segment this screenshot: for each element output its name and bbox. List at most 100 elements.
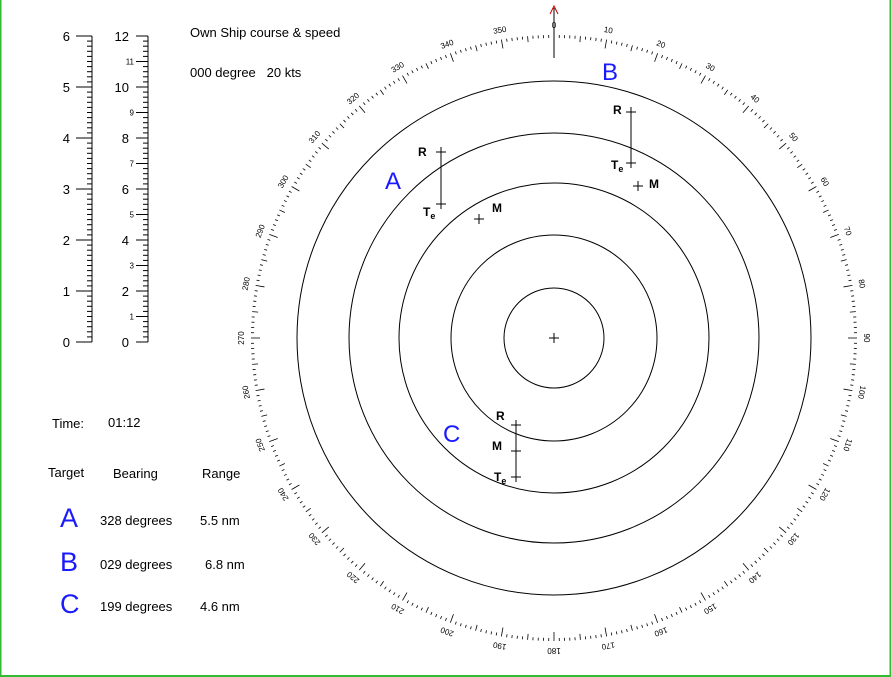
bearing-label: 310 [307, 129, 323, 145]
bearing-tick [823, 209, 829, 213]
bearing-tick [371, 577, 374, 581]
bearing-tick [700, 75, 706, 84]
bearing-tick [604, 39, 608, 49]
bearing-tick [829, 454, 834, 457]
bearing-tick [335, 546, 339, 549]
bearing-tick [773, 131, 776, 134]
bearing-tick [821, 473, 825, 476]
bearing-tick [769, 127, 773, 130]
bearing-tick [367, 574, 370, 578]
bearing-tick [261, 259, 268, 262]
bearing-tick [778, 526, 787, 534]
bearing-tick [689, 67, 692, 71]
bearing-tick [272, 224, 276, 226]
tick-label: 1 [63, 284, 70, 299]
range-ring [348, 132, 760, 544]
bearing-tick [393, 592, 396, 596]
bearing-tick [823, 463, 829, 467]
bearing-tick [384, 86, 387, 90]
bearing-tick [699, 72, 702, 76]
tick-label: 4 [63, 131, 70, 146]
bearing-tick [296, 496, 300, 499]
bearing-tick [832, 224, 836, 226]
bearing-tick [790, 151, 794, 154]
bearing-tick [435, 613, 438, 618]
bearing-label: 60 [819, 176, 832, 189]
bearing-tick [823, 204, 827, 207]
bearing-tick [712, 592, 715, 596]
bearing-tick [449, 614, 454, 623]
bearing-label: 290 [254, 223, 267, 239]
bearing-tick [797, 508, 803, 513]
bearing-tick [717, 589, 720, 593]
bearing-tick [318, 526, 322, 529]
bearing-tick [604, 627, 608, 637]
bearing-tick [630, 624, 633, 631]
bearing-tick [321, 142, 330, 150]
tick-label: 1 [130, 313, 135, 322]
bearing-label: 350 [492, 25, 507, 36]
target-letter: B [60, 547, 78, 577]
bearing-tick [388, 83, 391, 87]
bearing-tick [343, 119, 346, 123]
bearing-tick [420, 607, 423, 611]
bearing-tick [816, 483, 820, 486]
bearing-tick [843, 284, 853, 288]
bearing-tick [773, 542, 776, 545]
bearing-tick [402, 592, 408, 601]
bearing-label: 40 [749, 92, 762, 105]
bearing-tick [689, 605, 692, 609]
bearing-tick [379, 89, 384, 95]
bearing-tick [264, 425, 268, 427]
bearing-tick [763, 547, 769, 553]
bearing-tick [843, 388, 853, 392]
bearing-tick [445, 617, 447, 622]
bearing-tick [294, 492, 298, 495]
bearing-tick [283, 473, 287, 476]
bearing-label: 210 [389, 601, 406, 616]
bearing-tick [651, 51, 654, 55]
bearing-tick [797, 163, 803, 168]
bearing-label: 220 [345, 569, 361, 585]
bearing-tick [626, 43, 628, 48]
bearing: 328 degrees [100, 513, 173, 528]
bearing-tick [256, 279, 260, 282]
bearing-tick [700, 592, 706, 601]
m-label: M [492, 201, 502, 215]
bearing-tick [449, 53, 454, 62]
bearing-label: 100 [856, 385, 867, 400]
bearing-tick [615, 41, 618, 45]
bearing-tick [440, 56, 442, 60]
bearing-tick [840, 425, 844, 427]
bearing-tick [270, 229, 275, 231]
bearing-tick [717, 83, 720, 87]
bearing-label: 90 [862, 334, 871, 343]
bearing-tick [332, 542, 335, 545]
bearing-tick [750, 109, 754, 112]
bearing-label: 250 [254, 437, 267, 453]
bearing-label: 180 [547, 646, 561, 655]
bearing-tick [430, 611, 433, 615]
bearing-tick [808, 186, 817, 192]
bearing-tick [829, 219, 834, 222]
bearing-tick [840, 259, 847, 262]
bearing-tick [288, 190, 292, 193]
bearing-tick [579, 36, 581, 43]
bearing-tick [354, 564, 358, 567]
bearing-tick [314, 151, 318, 154]
bearing-tick [279, 209, 285, 213]
target-letter: A [60, 503, 78, 533]
bearing-tick [786, 147, 790, 150]
bearing-tick [480, 43, 482, 48]
bearing-tick [302, 505, 306, 508]
bearing-tick [305, 163, 311, 168]
bearing-tick [837, 435, 841, 438]
bearing-label: 110 [841, 437, 854, 453]
te-label: Te [611, 158, 623, 174]
bearing-tick [636, 626, 638, 630]
bearing-tick [258, 405, 262, 407]
bearing-tick [485, 630, 487, 634]
bearing-tick [490, 41, 493, 45]
bearing-tick [776, 134, 780, 138]
bearing-tick [500, 627, 504, 637]
